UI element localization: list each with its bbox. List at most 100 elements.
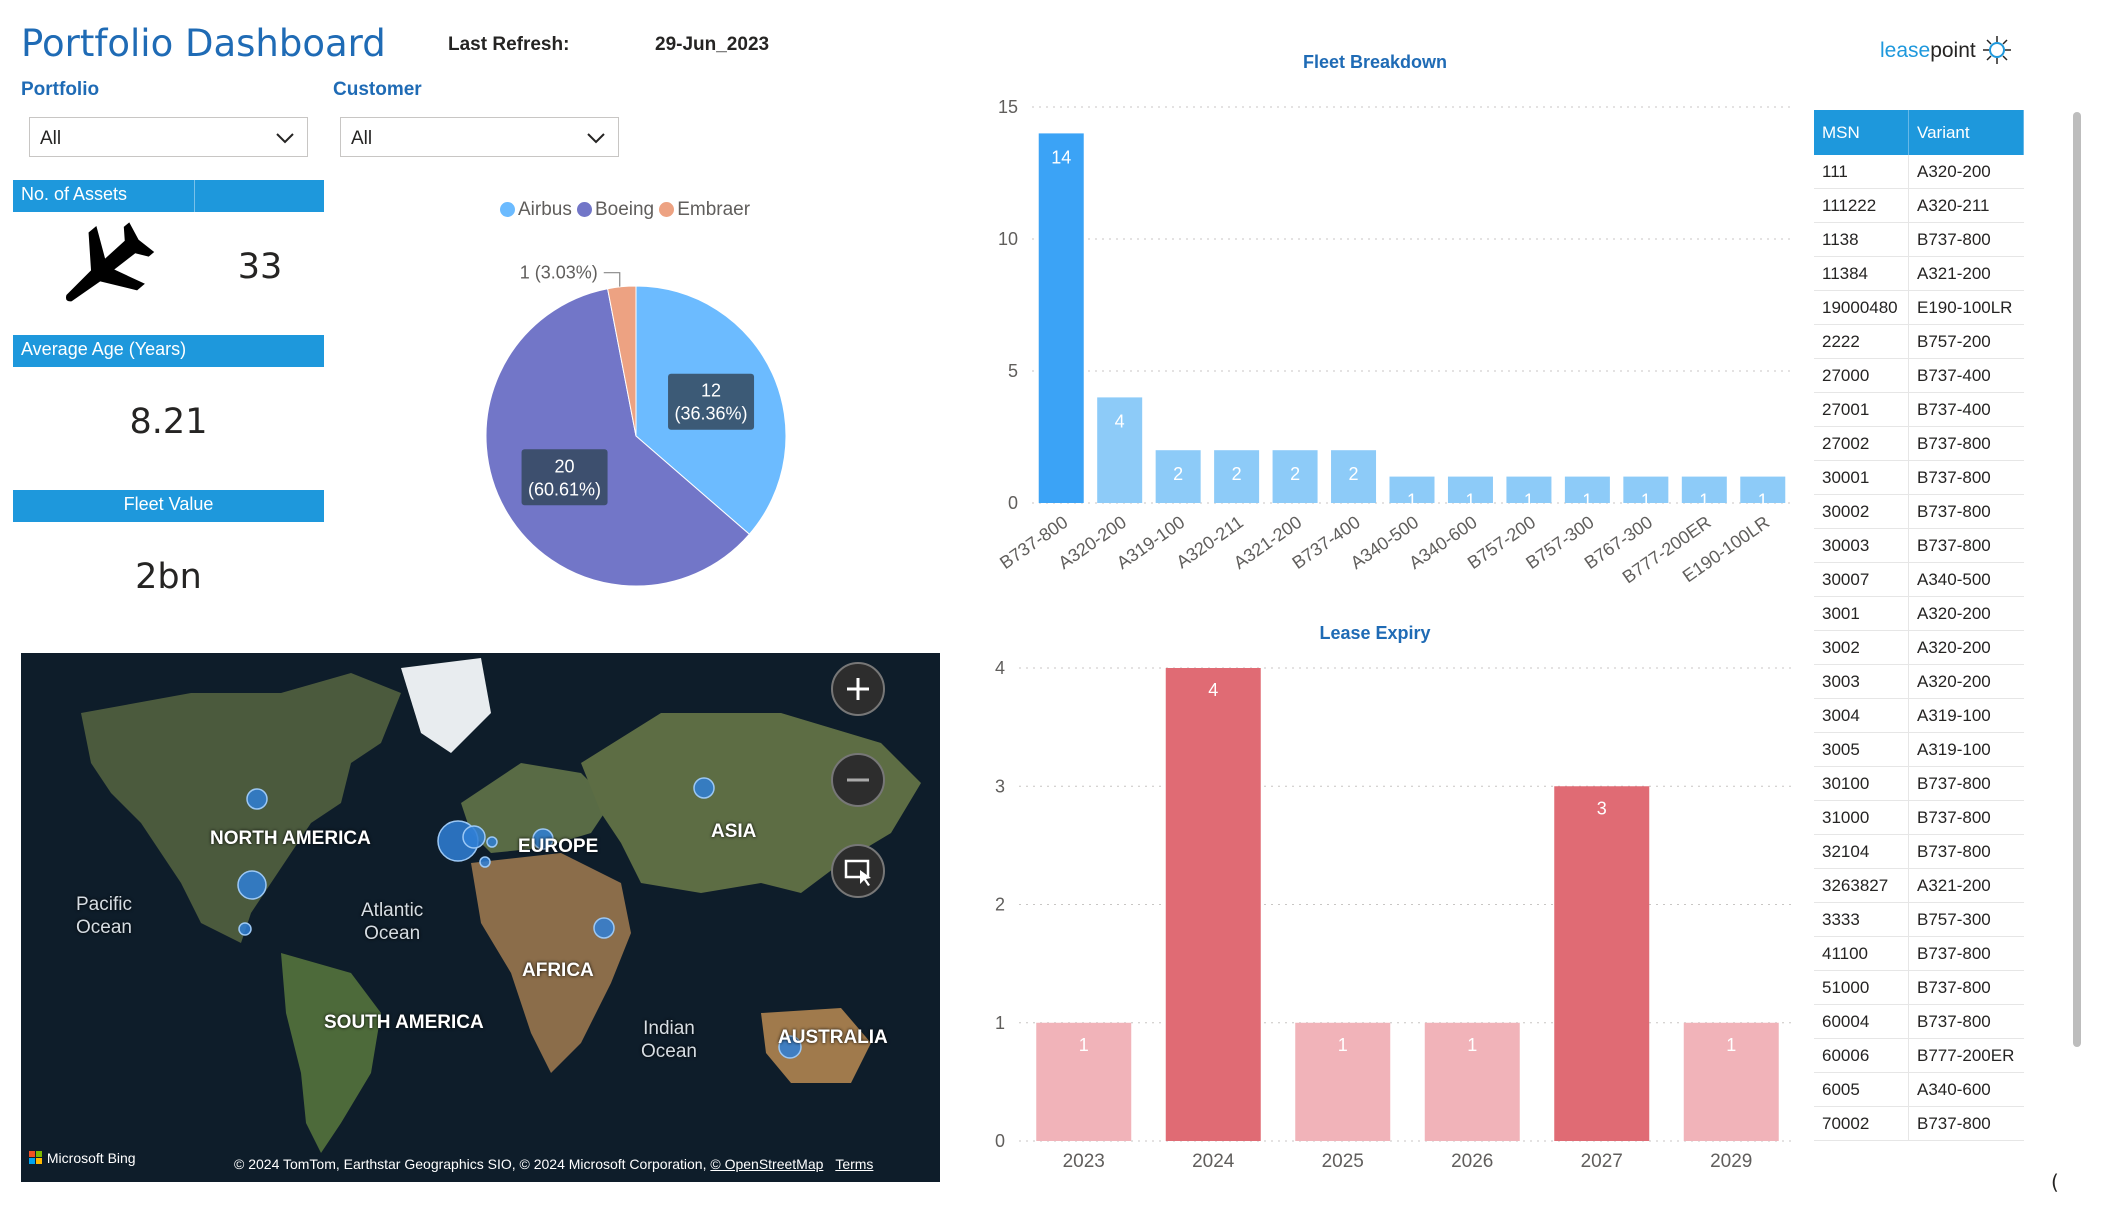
map-label-africa: AFRICA: [522, 960, 594, 981]
zoom-out-button[interactable]: [831, 753, 885, 807]
msn-cell: 60004: [1814, 1004, 1909, 1039]
table-row[interactable]: 30003 B737-800: [1814, 528, 2024, 563]
msn-cell: 3333: [1814, 902, 1909, 937]
variant-cell: A319-100: [1908, 732, 2024, 767]
variant-cell: A320-200: [1908, 155, 2024, 189]
table-row[interactable]: 70002 B737-800: [1814, 1106, 2024, 1141]
customer-dropdown[interactable]: All: [340, 117, 619, 157]
msn-table: MSN Variant 111 A320-200 111222 A320-211 113…: [1814, 110, 2024, 1141]
table-row[interactable]: 3005 A319-100: [1814, 732, 2024, 767]
y-tick-label: 4: [995, 658, 1005, 678]
msn-table-container: MSN Variant 111 A320-200 111222 A320-211 113…: [1814, 110, 2024, 1141]
bar-2026: [1424, 1022, 1520, 1141]
bar-data-label: 2: [1173, 464, 1183, 484]
pie-slice-embraer: [607, 285, 637, 437]
map-landmass: [21, 653, 940, 1182]
column-header-msn[interactable]: MSN: [1814, 110, 1909, 155]
map-attribution: © 2024 TomTom, Earthstar Geographics SIO…: [234, 1156, 874, 1172]
bar-data-label: 1: [1582, 491, 1592, 511]
table-row[interactable]: 11384 A321-200: [1814, 256, 2024, 291]
table-row[interactable]: 3001 A320-200: [1814, 596, 2024, 631]
lease-expiry-chart: 0 1 2 3 4 1 2023 4 2024 1 2025 1 2026 3 2027 1 2029: [995, 658, 1796, 1172]
table-row[interactable]: 111 A320-200: [1814, 155, 2024, 189]
lease-expiry-title: Lease Expiry: [1319, 623, 1431, 643]
select-region-icon: [844, 859, 871, 886]
x-tick-label: 2026: [1451, 1151, 1493, 1172]
legend-item-boeing[interactable]: Boeing: [576, 199, 654, 220]
bar-data-label: 2: [1349, 464, 1359, 484]
manufacturer-pie-chart: 12 (36.36%) 20 (60.61%) 1 (3.03%): [485, 263, 787, 587]
variant-cell: E190-100LR: [1908, 290, 2024, 325]
table-row[interactable]: 30007 A340-500: [1814, 562, 2024, 597]
table-row[interactable]: 19000480 E190-100LR: [1814, 290, 2024, 325]
osm-link[interactable]: © OpenStreetMap: [710, 1156, 824, 1172]
zoom-in-button[interactable]: [831, 662, 885, 716]
legend-item-airbus[interactable]: Airbus: [500, 199, 572, 220]
table-row[interactable]: 27000 B737-400: [1814, 358, 2024, 393]
table-row[interactable]: 27002 B737-800: [1814, 426, 2024, 461]
variant-cell: B757-200: [1908, 324, 2024, 359]
y-tick-label: 1: [995, 1013, 1005, 1033]
airplane-icon: [65, 222, 155, 302]
assets-kpi-value: 33: [237, 247, 283, 287]
legend-item-embraer[interactable]: Embraer: [659, 199, 750, 220]
variant-cell: B737-800: [1908, 1106, 2024, 1141]
table-row[interactable]: 31000 B737-800: [1814, 800, 2024, 835]
table-row[interactable]: 51000 B737-800: [1814, 970, 2024, 1005]
table-row[interactable]: 60006 B777-200ER: [1814, 1038, 2024, 1073]
variant-cell: A321-200: [1908, 256, 2024, 291]
asset-map[interactable]: NORTH AMERICA EUROPE ASIA AFRICA SOUTH A…: [21, 653, 940, 1182]
portfolio-dropdown-value: All: [40, 128, 62, 149]
chevron-down-icon: [276, 133, 294, 144]
table-row[interactable]: 30001 B737-800: [1814, 460, 2024, 495]
table-row[interactable]: 30100 B737-800: [1814, 766, 2024, 801]
msn-cell: 27001: [1814, 392, 1909, 427]
msn-cell: 27002: [1814, 426, 1909, 461]
table-scrollbar[interactable]: [2073, 112, 2081, 1047]
msn-cell: 3003: [1814, 664, 1909, 699]
table-row[interactable]: 27001 B737-400: [1814, 392, 2024, 427]
variant-cell: B737-800: [1908, 528, 2024, 563]
table-row[interactable]: 3003 A320-200: [1814, 664, 2024, 699]
map-label-asia: ASIA: [711, 821, 757, 842]
portfolio-dropdown[interactable]: All: [29, 117, 308, 157]
map-label-europe: EUROPE: [518, 836, 599, 857]
terms-link[interactable]: Terms: [835, 1156, 874, 1172]
table-row[interactable]: 41100 B737-800: [1814, 936, 2024, 971]
bar-2025: [1295, 1022, 1391, 1141]
bar-2027: [1554, 786, 1650, 1141]
y-tick-label: 2: [995, 895, 1005, 915]
table-row[interactable]: 1138 B737-800: [1814, 222, 2024, 257]
last-refresh-value: 29-Jun_2023: [655, 34, 770, 55]
table-row[interactable]: 60004 B737-800: [1814, 1004, 2024, 1039]
x-tick-label: 2025: [1322, 1151, 1364, 1172]
table-row[interactable]: 2222 B757-200: [1814, 324, 2024, 359]
age-kpi-value: 8.21: [129, 402, 208, 442]
customer-dropdown-value: All: [351, 128, 373, 149]
table-row[interactable]: 3333 B757-300: [1814, 902, 2024, 937]
x-tick-label: 2027: [1581, 1151, 1623, 1172]
pie-data-label-box: [668, 373, 755, 430]
table-row[interactable]: 30002 B737-800: [1814, 494, 2024, 529]
customer-slicer-label: Customer: [333, 79, 422, 100]
x-tick-label: 2023: [1063, 1151, 1105, 1172]
bar-a320-211: [1214, 450, 1260, 503]
bar-data-label: 1: [1758, 491, 1768, 511]
table-row[interactable]: 32104 B737-800: [1814, 834, 2024, 869]
table-row[interactable]: 6005 A340-600: [1814, 1072, 2024, 1107]
msn-cell: 51000: [1814, 970, 1909, 1005]
table-row[interactable]: 3263827 A321-200: [1814, 868, 2024, 903]
variant-cell: A320-211: [1908, 188, 2024, 223]
table-row[interactable]: 3002 A320-200: [1814, 630, 2024, 665]
age-kpi-header: Average Age (Years): [13, 335, 324, 367]
cursor-glyph: (: [2051, 1170, 2059, 1194]
select-region-button[interactable]: [831, 844, 885, 898]
column-header-variant[interactable]: Variant: [1908, 110, 2024, 155]
bar-data-label: 1: [1641, 491, 1651, 511]
msn-cell: 111222: [1814, 188, 1909, 223]
msn-cell: 3001: [1814, 596, 1909, 631]
y-tick-label: 15: [998, 97, 1018, 117]
table-row[interactable]: 111222 A320-211: [1814, 188, 2024, 223]
table-row[interactable]: 3004 A319-100: [1814, 698, 2024, 733]
y-tick-label: 0: [1008, 493, 1018, 513]
